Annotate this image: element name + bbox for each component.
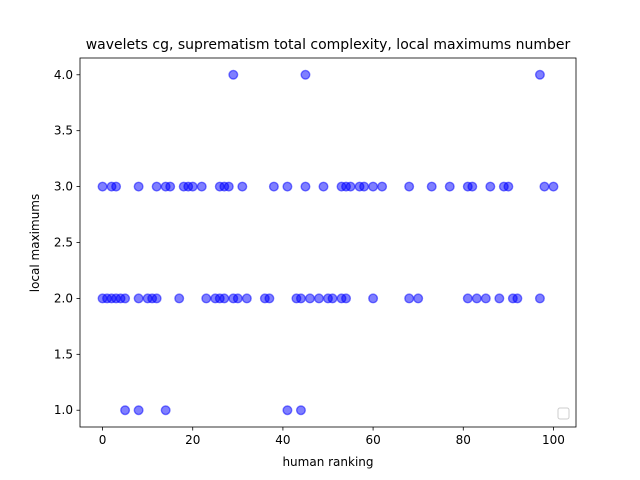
data-point: [300, 69, 311, 80]
data-point: [97, 181, 108, 192]
data-point: [512, 293, 523, 304]
data-point: [534, 69, 545, 80]
y-axis: 1.0 1.5 2.0 2.5 3.0 3.5 4.0: [54, 68, 80, 417]
data-point: [485, 181, 496, 192]
data-point: [268, 181, 279, 192]
data-point: [295, 405, 306, 416]
x-tick-label: 100: [542, 433, 565, 447]
data-point: [377, 181, 388, 192]
data-point: [174, 293, 185, 304]
data-point: [241, 293, 252, 304]
data-point: [313, 293, 324, 304]
data-point: [295, 293, 306, 304]
data-point: [462, 293, 473, 304]
data-point: [467, 181, 478, 192]
data-point: [165, 181, 176, 192]
y-tick-label: 1.5: [54, 347, 73, 361]
data-point: [318, 181, 329, 192]
data-point: [404, 181, 415, 192]
y-tick-label: 1.0: [54, 403, 73, 417]
data-point: [196, 181, 207, 192]
data-point: [120, 405, 131, 416]
plot-area: [80, 58, 576, 427]
data-point: [534, 293, 545, 304]
y-tick-label: 3.0: [54, 180, 73, 194]
data-point: [404, 293, 415, 304]
x-tick-label: 40: [275, 433, 290, 447]
data-point: [368, 293, 379, 304]
data-point: [503, 181, 514, 192]
data-point: [232, 293, 243, 304]
data-point: [444, 181, 455, 192]
data-point: [327, 293, 338, 304]
data-point: [548, 181, 559, 192]
data-point: [160, 405, 171, 416]
data-point: [426, 181, 437, 192]
x-axis-label: human ranking: [282, 455, 373, 469]
chart-title: wavelets cg, suprematism total complexit…: [86, 37, 571, 53]
data-point: [133, 181, 144, 192]
data-point: [539, 181, 550, 192]
data-point: [201, 293, 212, 304]
data-point: [151, 293, 162, 304]
data-point: [304, 293, 315, 304]
x-axis: 0 20 40 60 80 100: [99, 427, 565, 447]
data-point: [345, 181, 356, 192]
data-point: [282, 181, 293, 192]
data-point: [237, 181, 248, 192]
data-point: [368, 181, 379, 192]
data-point: [264, 293, 275, 304]
x-tick-label: 60: [365, 433, 380, 447]
data-point: [300, 181, 311, 192]
data-point: [120, 293, 131, 304]
data-point: [223, 181, 234, 192]
data-point: [282, 405, 293, 416]
data-points: [97, 69, 559, 416]
data-point: [151, 181, 162, 192]
y-tick-label: 3.5: [54, 124, 73, 138]
y-tick-label: 4.0: [54, 68, 73, 82]
data-point: [187, 181, 198, 192]
data-point: [219, 293, 230, 304]
y-tick-label: 2.0: [54, 291, 73, 305]
legend-box: [557, 407, 570, 420]
x-tick-label: 20: [185, 433, 200, 447]
data-point: [413, 293, 424, 304]
data-point: [341, 293, 352, 304]
y-tick-label: 2.5: [54, 236, 73, 250]
data-point: [228, 69, 239, 80]
data-point: [471, 293, 482, 304]
data-point: [111, 181, 122, 192]
data-point: [359, 181, 370, 192]
data-point: [494, 293, 505, 304]
data-point: [133, 293, 144, 304]
x-tick-label: 80: [456, 433, 471, 447]
y-axis-label: local maximums: [28, 194, 42, 293]
data-point: [480, 293, 491, 304]
x-tick-label: 0: [99, 433, 107, 447]
data-point: [133, 405, 144, 416]
